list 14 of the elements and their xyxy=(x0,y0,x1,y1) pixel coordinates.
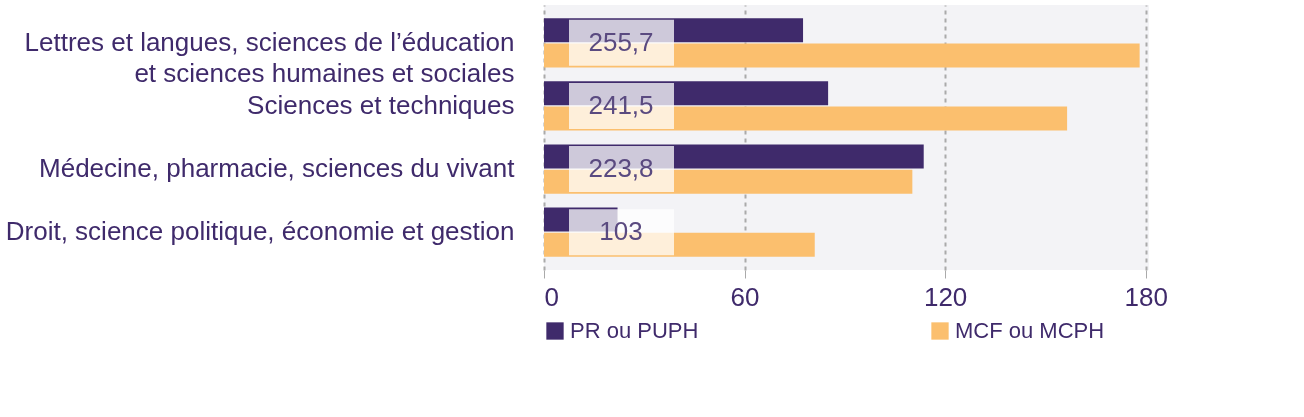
y-tick-label: Droit, science politique, économie et gestion xyxy=(5,216,515,247)
x-tick-label: 180 xyxy=(1124,281,1168,312)
y-tick-label: Sciences et techniques xyxy=(247,89,515,120)
y-tick-label: Lettres et langues, sciences de l’éducation et sciences humaines et sociales xyxy=(24,26,515,88)
total-label: 241,5 xyxy=(588,89,654,120)
x-tick-label: 120 xyxy=(923,281,968,312)
total-label: 223,8 xyxy=(588,153,654,184)
legend-label: MCF ou MCPH xyxy=(955,318,1105,343)
x-tick-label: 0 xyxy=(544,281,559,312)
total-label: 255,7 xyxy=(588,26,654,57)
legend-label: PR ou PUPH xyxy=(570,318,699,343)
y-tick-label: Médecine, pharmacie, sciences du vivant xyxy=(39,153,516,184)
x-tick-label: 60 xyxy=(730,281,760,312)
total-label: 103 xyxy=(599,216,643,247)
